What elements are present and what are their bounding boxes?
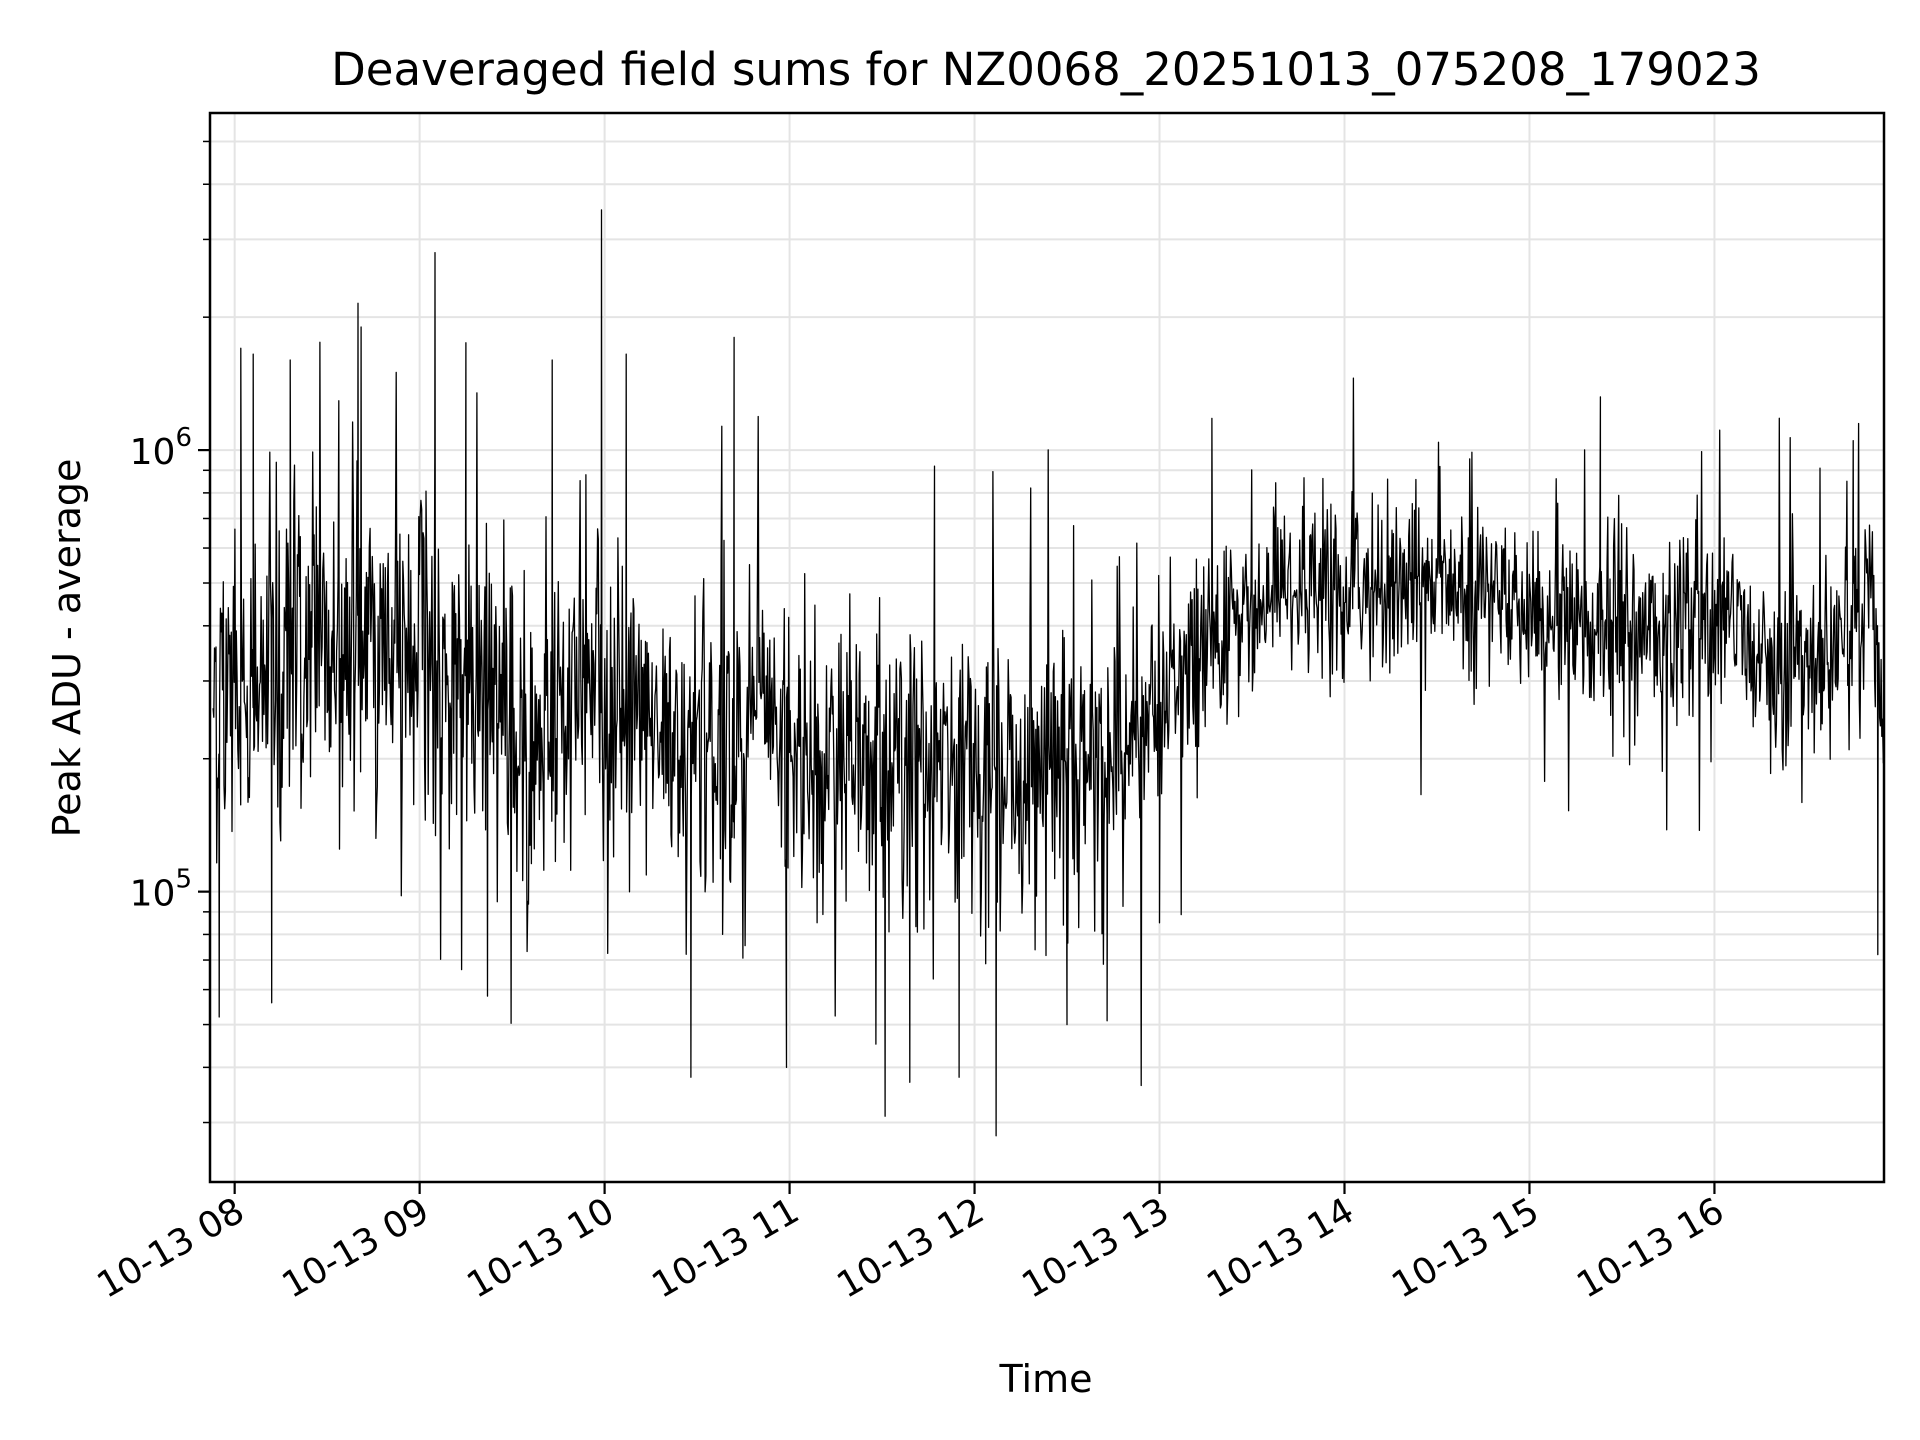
y-axis-label: Peak ADU - average (45, 459, 89, 838)
y-tick-label: 105 (130, 865, 192, 915)
y-axis: 105 106 (130, 140, 210, 1124)
chart-title: Deaveraged field sums for NZ0068_2025101… (331, 43, 1761, 96)
plot-frame (208, 111, 1886, 1184)
series-layer (212, 209, 1885, 1137)
y-tick-label: 106 (130, 423, 192, 473)
x-axis-label: Time (999, 1357, 1093, 1401)
series-line (212, 209, 1885, 1137)
